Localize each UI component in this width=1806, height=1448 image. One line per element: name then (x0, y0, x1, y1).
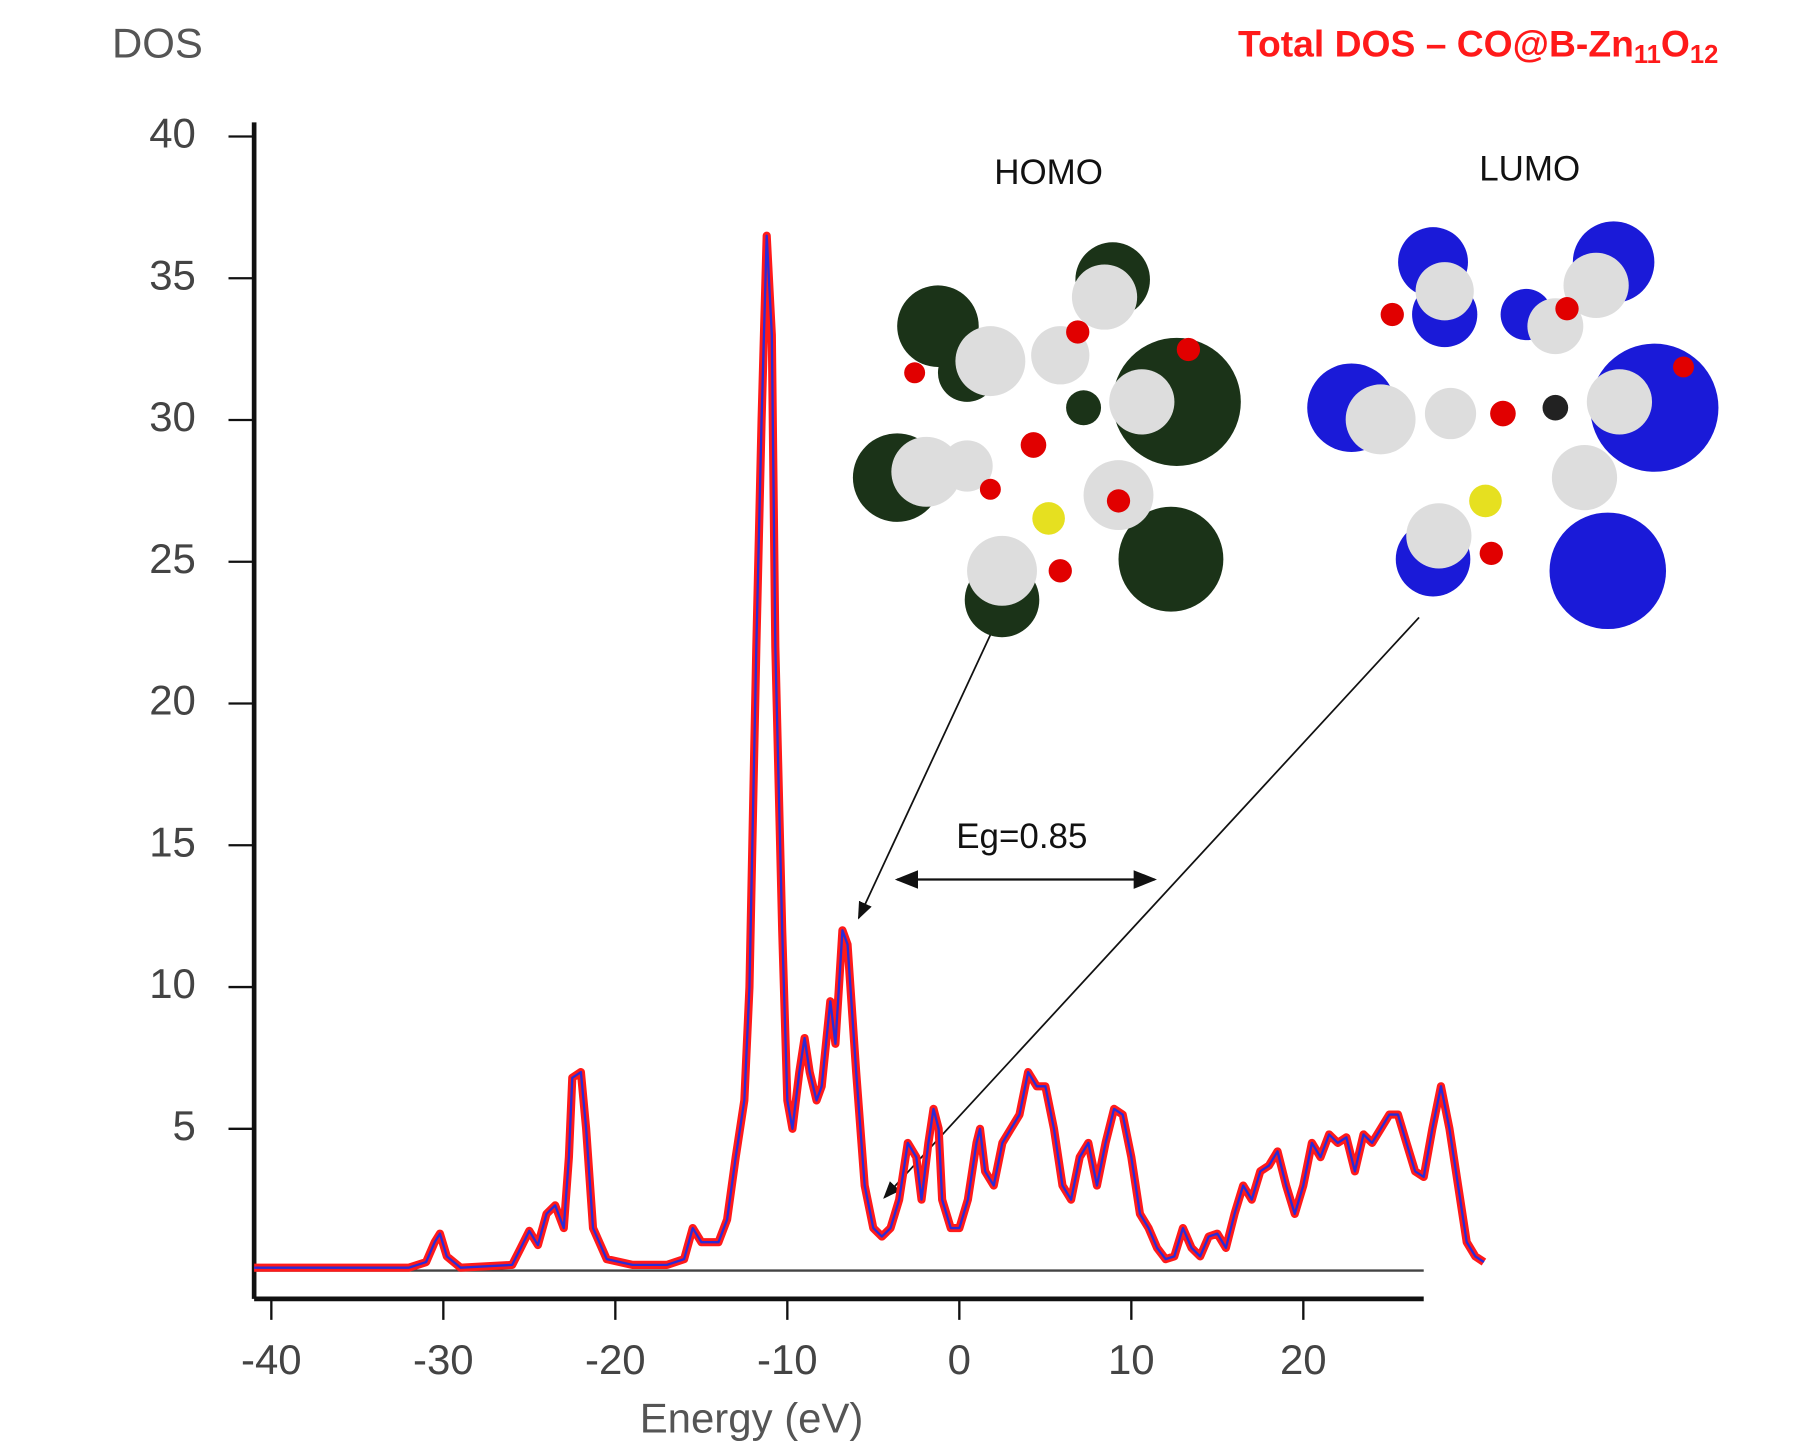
y-tick-label: 25 (149, 535, 196, 582)
gap-label: Eg=0.85 (956, 817, 1087, 856)
lumo-arrow (883, 616, 1420, 1199)
dos-line-inner (254, 234, 1485, 1269)
dos-line (254, 231, 1487, 1272)
chart-title: Total DOS – CO@B-Zn11O12 (1238, 22, 1718, 68)
homo-orbital (852, 242, 1241, 638)
x-tick-label: 0 (948, 1336, 971, 1383)
y-tick-label: 10 (149, 960, 196, 1007)
homo-label: HOMO (994, 153, 1103, 192)
x-tick-label: -40 (241, 1336, 302, 1383)
y-axis-label: DOS (112, 20, 203, 67)
lumo-label: LUMO (1479, 149, 1580, 188)
title-subscript: 11 (1634, 41, 1661, 69)
y-tick-label: 15 (149, 818, 196, 865)
x-tick-label: 10 (1108, 1336, 1155, 1383)
x-tick-label: -10 (757, 1336, 818, 1383)
title-part: O (1661, 22, 1690, 64)
title-part: Total DOS – CO@B-Zn (1238, 22, 1634, 64)
homo-arrow (857, 634, 992, 920)
y-tick-label: 30 (149, 393, 196, 440)
x-axis-label: Energy (eV) (640, 1394, 864, 1441)
y-tick-label: 40 (149, 110, 196, 157)
title-subscript: 12 (1690, 41, 1719, 69)
x-tick-label: 20 (1280, 1336, 1327, 1383)
y-tick-label: 35 (149, 251, 196, 298)
y-tick-label: 5 (173, 1102, 196, 1149)
x-tick-label: -30 (413, 1336, 474, 1383)
x-tick-label: -20 (585, 1336, 646, 1383)
lumo-orbital (1307, 221, 1719, 630)
y-tick-label: 20 (149, 677, 196, 724)
